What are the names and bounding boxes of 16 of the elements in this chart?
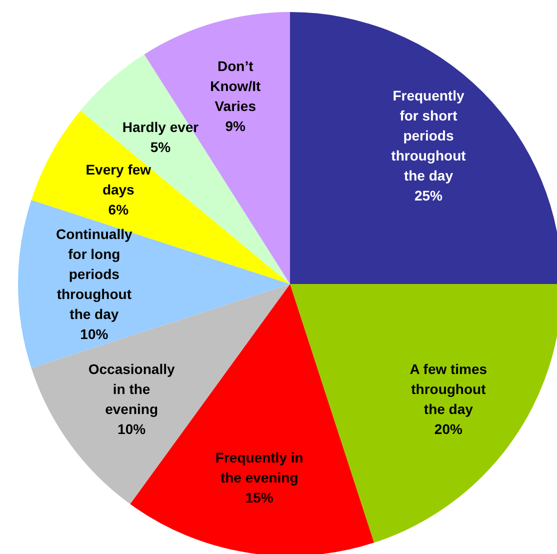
slice-label: Every few days	[86, 162, 152, 198]
slice-label: Don’t Know/It Varies	[210, 58, 261, 114]
data-label: 20%	[434, 421, 463, 438]
data-label: 25%	[414, 187, 444, 204]
slice-label: A few times throughout the day	[410, 361, 488, 418]
data-label: 10%	[118, 421, 146, 438]
slice-label: Frequently for short periods throughout the day	[391, 87, 466, 184]
data-label: 9%	[225, 118, 246, 134]
data-label: 15%	[245, 489, 274, 506]
data-label: 10%	[80, 326, 109, 342]
slice-label: Frequently in the evening	[215, 449, 304, 486]
data-label: 5%	[150, 139, 172, 155]
slice-label: Hardly ever	[122, 119, 200, 135]
data-label: 6%	[108, 202, 130, 218]
slice-label: Continually for long periods throughout the day	[56, 226, 132, 322]
slice-label: Occasionally in the evening	[88, 361, 175, 418]
